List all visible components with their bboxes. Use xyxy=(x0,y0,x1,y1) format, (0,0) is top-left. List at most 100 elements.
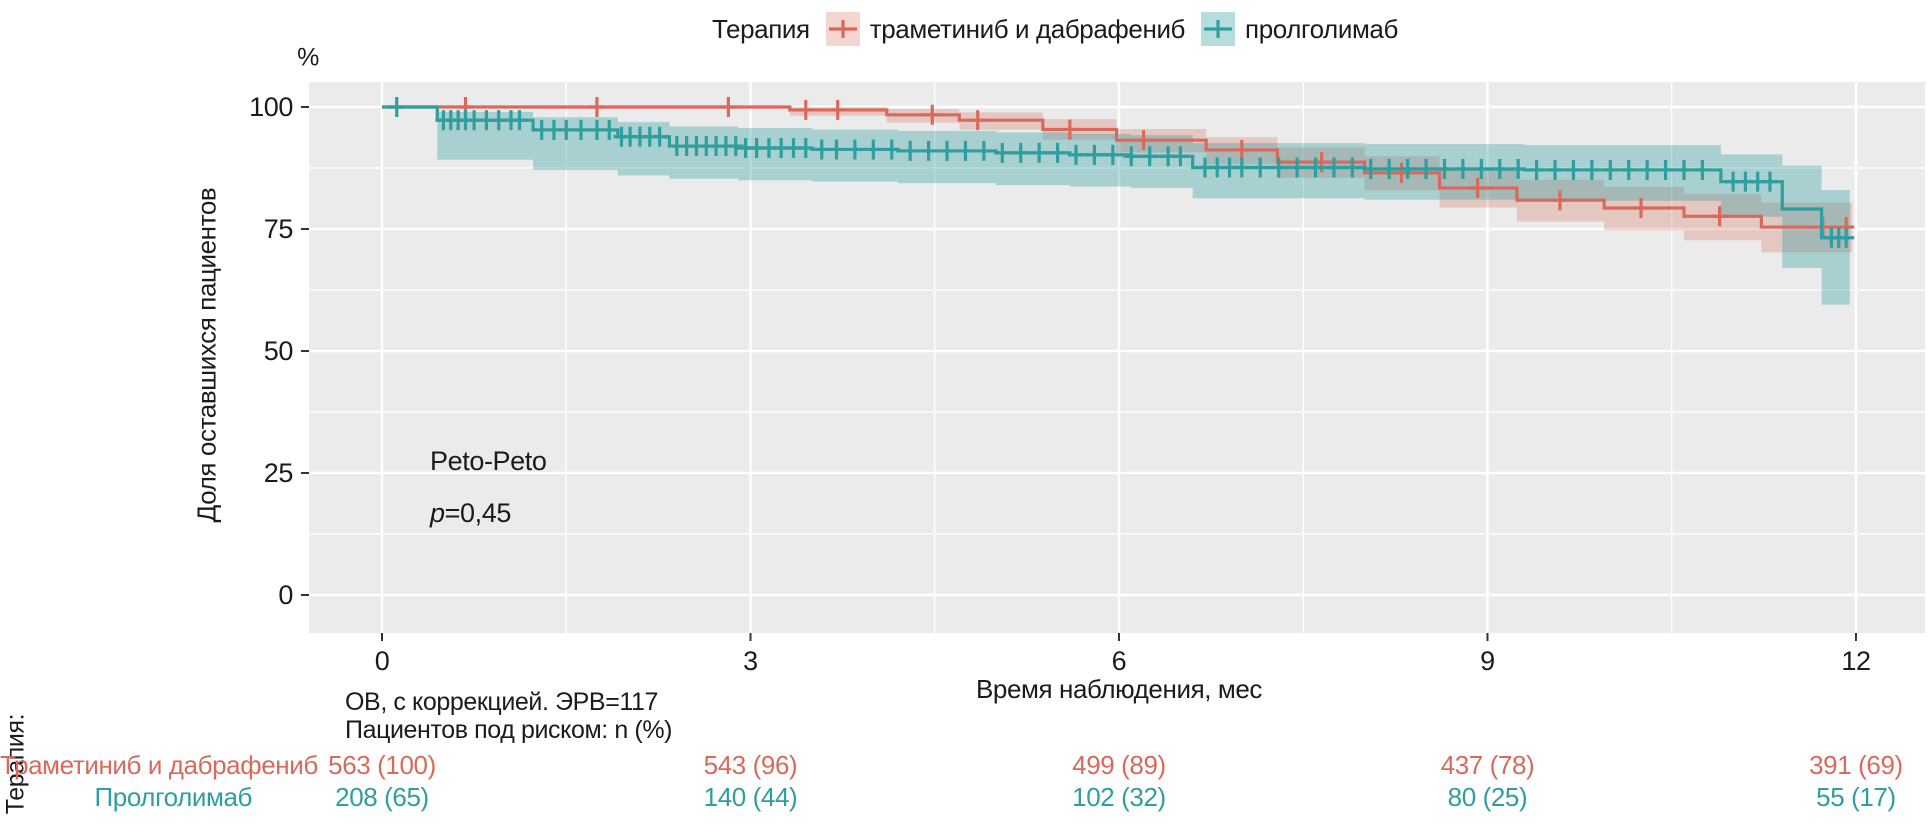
censor-tick xyxy=(1418,158,1435,179)
censor-tick xyxy=(1473,158,1490,179)
censor-tick xyxy=(1761,171,1778,192)
censor-tick xyxy=(1061,119,1078,140)
x-axis-title: Время наблюдения, мес xyxy=(975,674,1263,704)
censor-tick xyxy=(1551,190,1568,211)
legend-key-censor-glyph xyxy=(1204,20,1233,38)
annotation-p-symbol: p xyxy=(430,498,445,528)
risk-value: 80 (25) xyxy=(1447,782,1528,812)
censor-tick xyxy=(1344,157,1361,178)
risk-value: 55 (17) xyxy=(1816,782,1896,812)
censor-marks-trametinib xyxy=(457,97,1855,238)
censor-tick xyxy=(1325,157,1342,178)
censor-tick xyxy=(1031,142,1048,163)
censor-tick xyxy=(829,99,846,120)
censor-tick xyxy=(939,140,956,161)
censor-tick xyxy=(994,142,1011,163)
censor-tick xyxy=(883,139,900,160)
annotation-test-name: Peto-Peto xyxy=(430,446,547,476)
censor-tick xyxy=(1633,198,1650,219)
censor-tick xyxy=(1528,159,1545,180)
x-tick-label: 0 xyxy=(375,646,390,676)
censor-tick xyxy=(1104,144,1121,165)
censor-tick xyxy=(1067,144,1084,165)
censor-tick xyxy=(1547,159,1564,180)
censor-tick xyxy=(1135,130,1152,151)
ci-band-prolgolimab xyxy=(382,107,1850,305)
censor-tick xyxy=(1233,139,1250,160)
censor-tick xyxy=(797,137,814,158)
risk-table-header-line1: ОВ, с коррекцией. ЭРВ=117 xyxy=(345,688,659,716)
censor-tick xyxy=(1012,142,1029,163)
legend-key-trametinib-icon xyxy=(825,12,860,46)
legend-key-prolgolimab-icon xyxy=(1201,12,1236,46)
censor-tick xyxy=(1838,227,1855,248)
censor-tick xyxy=(1141,146,1158,167)
censor-tick xyxy=(388,97,405,117)
x-tick-label: 3 xyxy=(743,646,758,676)
censor-tick xyxy=(1491,158,1508,179)
annotation-p-value: p=0,45 xyxy=(430,498,511,529)
risk-value: 563 (100) xyxy=(328,750,436,780)
legend-label-trametinib: траметиниб и дабрафениб xyxy=(869,13,1186,44)
censor-tick xyxy=(1252,157,1269,178)
legend-title: Терапия xyxy=(712,13,810,44)
risk-value: 102 (32) xyxy=(1072,782,1166,812)
risk-value: 140 (44) xyxy=(703,782,798,812)
censor-tick xyxy=(1694,159,1711,180)
censor-tick xyxy=(651,126,668,147)
censor-tick xyxy=(920,140,937,161)
censor-tick xyxy=(588,97,605,117)
y-tick-label: 50 xyxy=(264,336,293,366)
censor-tick xyxy=(1620,159,1637,180)
x-tick-label: 9 xyxy=(1480,646,1495,676)
censor-tick xyxy=(601,119,618,140)
y-axis-unit: % xyxy=(297,43,319,72)
censor-tick xyxy=(1711,206,1728,227)
censor-tick xyxy=(924,104,941,125)
legend: Терапия траметиниб и дабрафениб пролголи… xyxy=(712,12,1398,46)
censor-tick xyxy=(1602,159,1619,180)
x-tick-label: 6 xyxy=(1112,646,1127,676)
censor-tick xyxy=(1049,142,1066,163)
legend-label-prolgolimab: пролголимаб xyxy=(1245,13,1398,44)
censor-tick xyxy=(1233,157,1250,178)
censor-tick xyxy=(865,139,882,160)
censor-tick xyxy=(1639,159,1656,180)
censor-tick xyxy=(1510,158,1527,179)
censor-tick xyxy=(1399,158,1416,179)
censor-tick xyxy=(1583,159,1600,180)
censor-tick xyxy=(720,97,737,117)
censor-tick xyxy=(1270,157,1287,178)
censor-tick xyxy=(1657,159,1674,180)
censor-tick xyxy=(572,119,589,140)
censor-tick xyxy=(797,99,814,120)
censor-tick xyxy=(969,110,986,131)
censor-tick xyxy=(975,140,992,161)
censor-tick xyxy=(1469,178,1486,199)
censor-tick xyxy=(1172,146,1189,167)
censor-tick xyxy=(846,139,863,160)
y-tick-label: 0 xyxy=(278,580,293,610)
censor-tick xyxy=(1123,146,1140,167)
risk-value: 437 (78) xyxy=(1440,750,1535,780)
legend-item-trametinib: траметиниб и дабрафениб xyxy=(825,12,1186,46)
y-tick-label: 75 xyxy=(264,214,293,244)
risk-row-label-trametinib: Траметиниб и дабрафениб xyxy=(0,750,318,780)
plot-panel xyxy=(309,82,1925,633)
censor-tick xyxy=(1436,158,1453,179)
censor-tick xyxy=(1307,157,1324,178)
risk-value: 391 (69) xyxy=(1809,750,1903,780)
censor-tick xyxy=(1676,159,1692,180)
censor-tick xyxy=(902,140,919,161)
legend-key-censor-glyph xyxy=(828,20,857,38)
censor-tick xyxy=(813,139,830,160)
y-axis-title: Доля оставшихся пациентов xyxy=(191,187,222,523)
censor-tick xyxy=(1289,157,1306,178)
censor-tick xyxy=(957,140,974,161)
risk-value: 208 (65) xyxy=(335,782,429,812)
x-tick-label: 12 xyxy=(1841,646,1870,676)
legend-item-prolgolimab: пролголимаб xyxy=(1201,12,1398,46)
censor-tick xyxy=(558,119,575,140)
